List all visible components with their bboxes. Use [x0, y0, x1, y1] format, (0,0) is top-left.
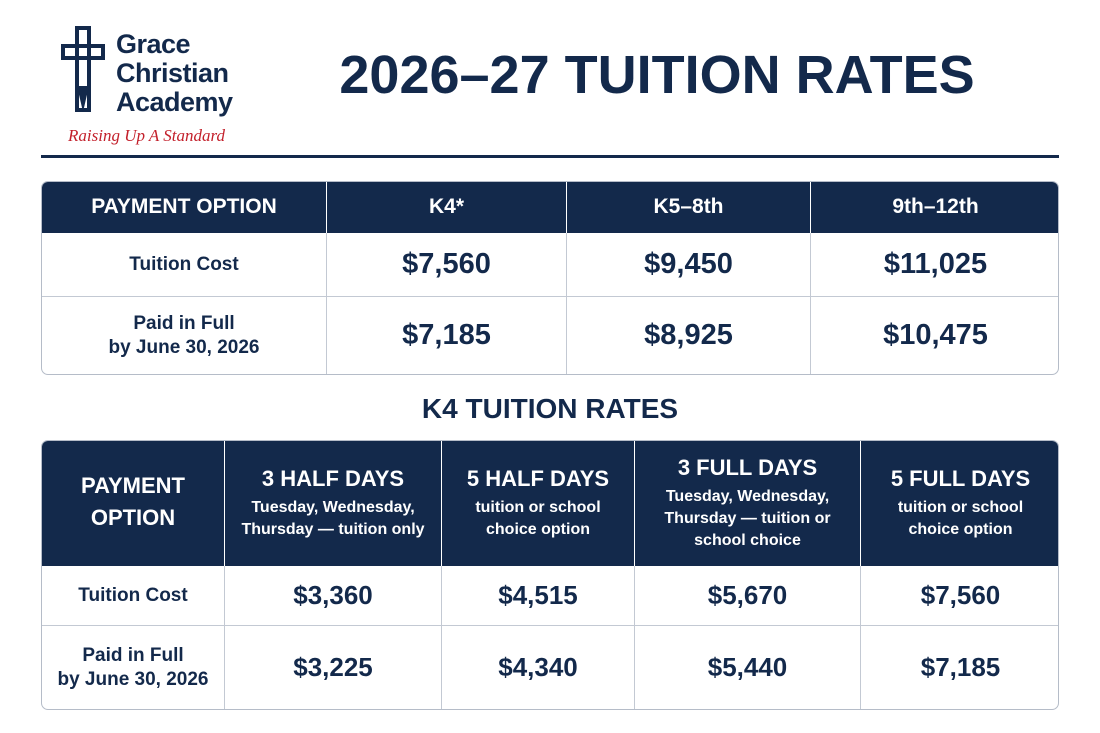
logo-name: Christian	[116, 58, 229, 88]
header-cell: 5 HALF DAYS tuition or school choice optio…	[442, 441, 635, 566]
row-label-cell: Tuition Cost	[42, 566, 225, 626]
price-cell: $10,475	[811, 297, 1058, 374]
header-note: Thursday — tuition or	[664, 510, 831, 528]
row-label: Paid in Full	[82, 644, 184, 666]
price: $5,670	[707, 580, 788, 611]
price: $3,225	[293, 652, 373, 683]
price: $7,185	[402, 319, 491, 352]
price: $7,560	[402, 248, 491, 281]
price-cell: $5,670	[635, 566, 861, 626]
price-cell: $7,560	[861, 566, 1058, 626]
price: $7,185	[920, 652, 1001, 683]
row-label: Tuition Cost	[129, 253, 239, 275]
header-note: tuition or school	[475, 498, 601, 516]
header-title: 5 FULL DAYS	[890, 466, 1031, 492]
header-title: 3 HALF DAYS	[261, 466, 405, 492]
header-title: PAYMENT	[81, 473, 185, 498]
price-cell: $4,340	[442, 626, 635, 709]
header-note: choice option	[486, 521, 590, 539]
header-cell: 3 HALF DAYS Tuesday, Wednesday, Thursday —…	[225, 441, 442, 566]
price-cell: $7,185	[327, 297, 567, 374]
price-cell: $7,185	[861, 626, 1058, 709]
divider	[41, 155, 1059, 158]
header-cell: PAYMENT OPTION	[42, 441, 225, 566]
row-label: by June 30, 2026	[108, 336, 260, 358]
logo-name: Grace	[116, 29, 191, 59]
price: $11,025	[883, 248, 988, 281]
header-cell: K4*	[327, 182, 567, 233]
tuition-table: PAYMENT OPTION K4* K5–8th 9th–12th Tuition C…	[41, 181, 1059, 375]
row-label-cell: Paid in Full by June 30, 2026	[42, 626, 225, 709]
header-cell: PAYMENT OPTION	[42, 182, 327, 233]
header-title: 3 FULL DAYS	[677, 455, 818, 481]
logo-cross	[61, 26, 105, 112]
price-cell: $4,515	[442, 566, 635, 626]
row-label: by June 30, 2026	[57, 668, 209, 690]
header-title: 5 HALF DAYS	[466, 466, 610, 492]
row-label: Tuition Cost	[78, 584, 188, 606]
price-cell: $8,925	[567, 297, 811, 374]
row-label-cell: Paid in Full by June 30, 2026	[42, 297, 327, 374]
header-title: OPTION	[90, 504, 176, 530]
logo-name: Academy	[116, 87, 233, 117]
price-cell: $9,450	[567, 233, 811, 297]
price-cell: $11,025	[811, 233, 1058, 297]
header-note: Thursday — tuition only	[241, 521, 425, 539]
tagline: Raising Up A Standard	[68, 126, 225, 145]
price: $8,925	[644, 319, 733, 352]
header-cell: 5 FULL DAYS tuition or school choice optio…	[861, 441, 1058, 566]
price: $4,515	[498, 580, 578, 611]
price-cell: $3,360	[225, 566, 442, 626]
header-note: choice option	[908, 521, 1013, 539]
header-text: 9th–12th	[892, 195, 979, 219]
header-cell: 9th–12th	[811, 182, 1058, 233]
price-cell: $7,560	[327, 233, 567, 297]
header-note: Tuesday, Wednesday,	[251, 498, 415, 516]
page-title: 2026–27 TUITION RATES	[339, 45, 975, 105]
header-text: K5–8th	[653, 195, 724, 219]
header-note: tuition or school	[897, 498, 1024, 516]
price: $4,340	[498, 652, 578, 683]
section-title: K4 TUITION RATES	[421, 393, 679, 424]
price-cell: $5,440	[635, 626, 861, 709]
header-note: school choice	[694, 532, 801, 550]
price-cell: $3,225	[225, 626, 442, 709]
header-cell: K5–8th	[567, 182, 811, 233]
row-label-cell: Tuition Cost	[42, 233, 327, 297]
header-text: PAYMENT OPTION	[91, 195, 277, 219]
price: $5,440	[707, 652, 788, 683]
price: $9,450	[644, 248, 733, 281]
header-note: Tuesday, Wednesday,	[665, 487, 830, 505]
price: $7,560	[920, 580, 1001, 611]
k4-table: PAYMENT OPTION 3 HALF DAYS Tuesday, Wednesd…	[41, 440, 1059, 710]
price: $10,475	[883, 319, 988, 352]
header-text: K4*	[428, 195, 465, 219]
header-cell: 3 FULL DAYS Tuesday, Wednesday, Thursday —…	[635, 441, 861, 566]
row-label: Paid in Full	[133, 312, 235, 334]
price: $3,360	[293, 580, 373, 611]
